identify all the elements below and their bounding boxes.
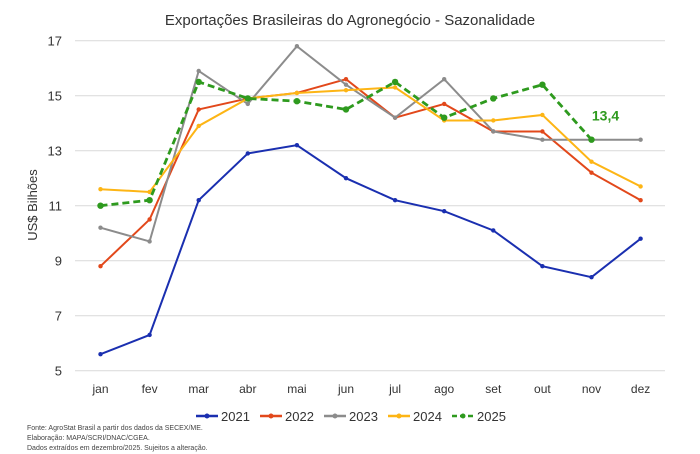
data-point-2021-jul: [392, 198, 398, 203]
data-point-2023-set: [491, 129, 496, 134]
legend-marker-2023: [332, 413, 338, 419]
x-tick-label: dez: [631, 382, 650, 396]
data-point-2025-fev: [146, 197, 153, 204]
data-point-2022-jun: [343, 77, 349, 82]
data-point-2024-nov: [589, 159, 594, 164]
data-point-2025-set: [490, 95, 497, 102]
y-tick-label: 9: [55, 254, 62, 269]
data-point-2024-fev: [147, 189, 152, 195]
y-tick-label: 7: [55, 309, 62, 324]
legend-marker-2025: [460, 413, 466, 419]
x-tick-label: abr: [239, 382, 256, 396]
data-point-2025-mai: [293, 98, 301, 105]
series-line-2021: [100, 144, 642, 356]
series-line-2023: [100, 44, 641, 243]
data-point-2022-mar: [196, 107, 201, 112]
data-point-2022-ago: [442, 101, 447, 107]
data-point-2024-out: [540, 112, 545, 118]
data-point-2022-fev: [147, 217, 152, 222]
data-point-2021-out: [540, 264, 545, 269]
y-tick-label: 15: [48, 89, 62, 104]
y-tick-label: 13: [48, 144, 62, 159]
legend-label-2022: 2022: [285, 409, 314, 424]
data-point-2021-mar: [196, 198, 201, 203]
data-point-2023-jun: [343, 82, 349, 87]
footnote-date: Dados extraídos em dezembro/2025. Sujeit…: [27, 445, 208, 452]
data-point-2023-fev: [147, 239, 152, 244]
x-tick-label: fev: [142, 382, 158, 396]
data-point-2024-set: [491, 118, 496, 123]
data-point-2021-jun: [343, 176, 349, 181]
series-line-2025: [100, 80, 593, 208]
data-point-2024-dez: [638, 184, 643, 189]
data-point-2023-mai: [294, 44, 300, 49]
data-point-2023-jul: [392, 115, 398, 120]
data-label-annotation: 13,4: [592, 108, 619, 124]
data-point-2023-jan: [98, 225, 103, 230]
y-tick-label: 11: [49, 199, 63, 214]
data-point-2024-jul: [392, 85, 398, 90]
data-point-2025-jun: [342, 106, 350, 113]
x-tick-label: mai: [287, 382, 306, 396]
data-point-2024-mar: [196, 123, 201, 129]
data-point-2025-mar: [195, 78, 202, 86]
data-point-2025-nov: [588, 136, 595, 143]
data-point-2024-mai: [294, 90, 300, 96]
chart-title: Exportações Brasileiras do Agronegócio -…: [164, 12, 536, 29]
x-tick-label: jul: [388, 382, 401, 396]
legend-marker-2022: [268, 413, 274, 419]
footnote-source: Fonte: AgroStat Brasil a partir dos dado…: [27, 425, 203, 432]
data-point-2021-abr: [245, 151, 250, 156]
data-point-2022-jan: [98, 264, 103, 269]
data-point-2025-jan: [97, 202, 104, 209]
data-point-2021-jan: [98, 352, 103, 357]
data-point-2024-jan: [98, 187, 103, 192]
data-point-2022-out: [540, 129, 545, 134]
data-point-2022-nov: [589, 170, 594, 175]
data-point-2025-jul: [391, 78, 399, 86]
footnote-elaboration: Elaboração: MAPA/SCRI/DNAC/CGEA.: [27, 435, 150, 442]
y-axis-label: US$ Bilhões: [25, 169, 40, 241]
data-point-2023-mar: [196, 68, 201, 74]
data-point-2025-abr: [244, 95, 251, 102]
data-point-2023-dez: [638, 137, 643, 142]
data-point-2021-nov: [589, 275, 594, 280]
data-point-2024-jun: [343, 88, 349, 93]
data-point-2025-out: [539, 81, 546, 88]
data-point-2021-set: [491, 228, 496, 233]
legend-label-2021: 2021: [221, 409, 250, 424]
data-point-2023-out: [540, 137, 545, 142]
y-tick-label: 17: [48, 34, 62, 49]
series-line-2024: [100, 86, 642, 193]
x-tick-label: nov: [582, 382, 601, 396]
data-point-2021-ago: [442, 209, 447, 214]
x-tick-label: ago: [434, 382, 454, 396]
data-point-2023-abr: [245, 101, 250, 107]
legend-label-2023: 2023: [349, 409, 378, 424]
legend-marker-2021: [204, 413, 210, 419]
legend-label-2024: 2024: [413, 409, 442, 424]
legend-label-2025: 2025: [477, 409, 506, 424]
x-tick-label: mar: [188, 382, 209, 396]
data-point-2022-dez: [638, 198, 643, 203]
legend-marker-2024: [396, 413, 402, 419]
data-point-2021-fev: [147, 332, 152, 338]
x-tick-label: jan: [91, 382, 108, 396]
series-line-2022: [99, 78, 642, 267]
data-point-2025-ago: [441, 114, 448, 121]
data-point-2023-ago: [442, 77, 447, 82]
x-tick-label: set: [485, 382, 502, 396]
data-point-2021-dez: [638, 236, 643, 241]
y-tick-label: 5: [55, 364, 62, 379]
x-tick-label: out: [534, 382, 551, 396]
x-tick-label: jun: [337, 382, 354, 396]
data-point-2021-mai: [294, 143, 300, 148]
